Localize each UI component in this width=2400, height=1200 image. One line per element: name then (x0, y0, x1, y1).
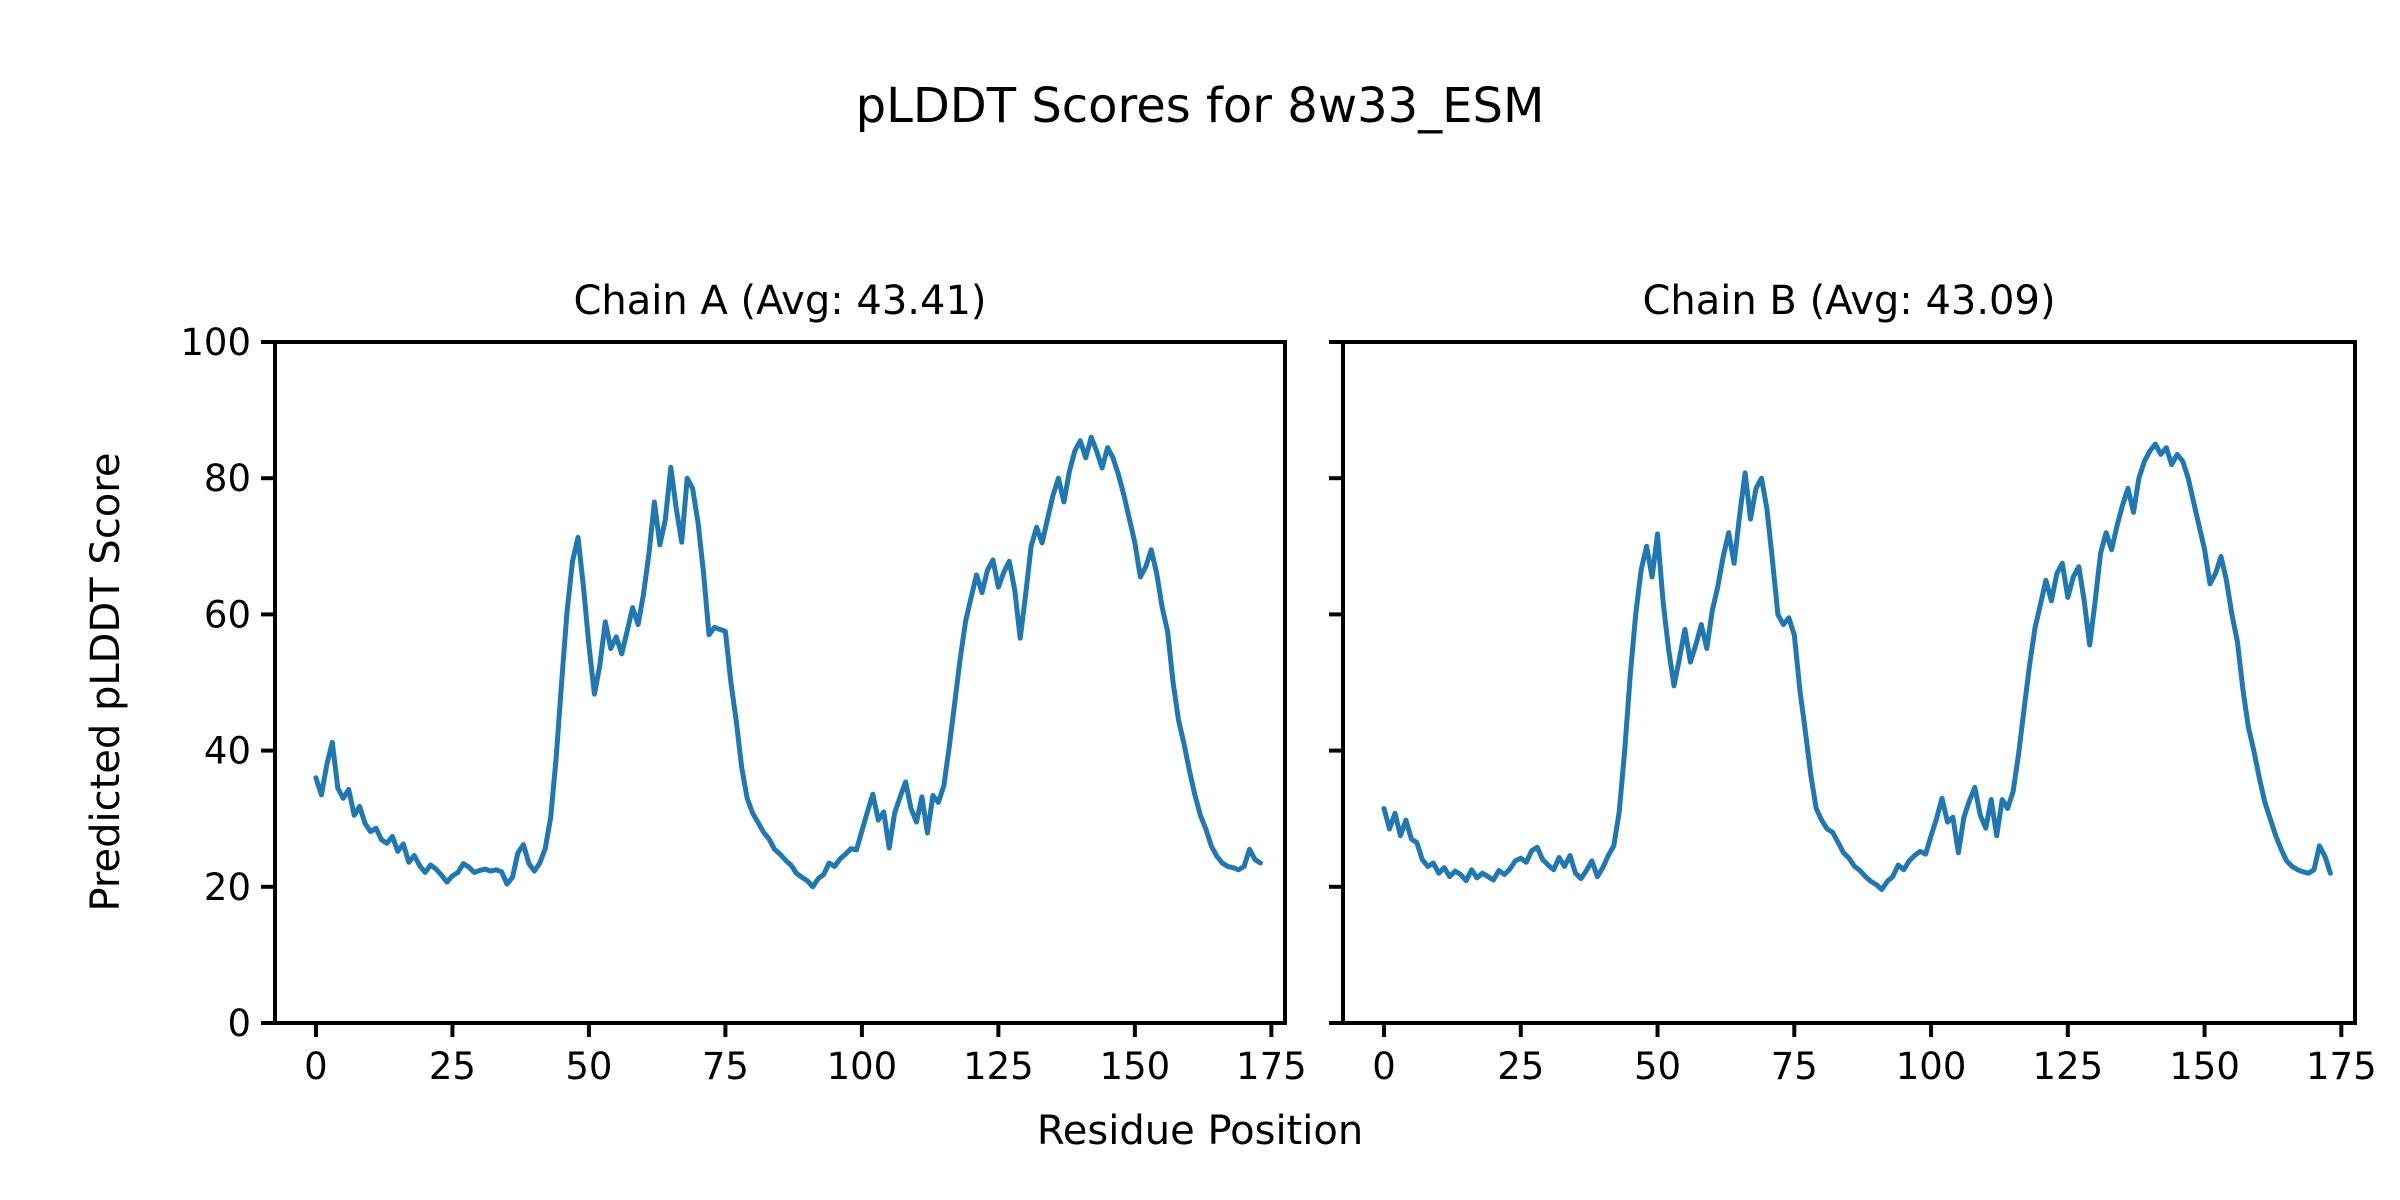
x-tick-label: 50 (1634, 1045, 1681, 1088)
x-tick-label: 150 (1100, 1045, 1171, 1088)
subplot-title-chain-b: Chain B (Avg: 43.09) (1642, 278, 2056, 324)
plot-line-chain-a (313, 434, 1263, 890)
x-tick-label: 100 (827, 1045, 898, 1088)
x-tick-label: 125 (2032, 1045, 2103, 1088)
y-tick-label: 100 (180, 321, 251, 364)
x-tick-label: 25 (429, 1045, 476, 1088)
x-tick-label: 100 (1896, 1045, 1967, 1088)
x-tick-label: 50 (565, 1045, 612, 1088)
x-axis-label: Residue Position (1036, 1108, 1364, 1154)
x-tick-label: 175 (2306, 1045, 2377, 1088)
x-tick-label: 0 (304, 1045, 328, 1088)
axes-frame (1341, 340, 2357, 1025)
subplot-title-chain-a: Chain A (Avg: 43.41) (573, 278, 987, 324)
y-tick-label: 40 (204, 730, 251, 773)
x-tick-label: 150 (2169, 1045, 2240, 1088)
x-tick-label: 75 (702, 1045, 749, 1088)
y-tick-label: 60 (204, 593, 251, 636)
x-tick-label: 75 (1771, 1045, 1818, 1088)
figure-title: pLDDT Scores for 8w33_ESM (855, 78, 1545, 134)
x-tick-label: 0 (1372, 1045, 1396, 1088)
y-tick-label: 0 (227, 1002, 251, 1045)
y-axis-label: Predicted pLDDT Score (83, 452, 129, 912)
plot-line-chain-b (1381, 441, 2333, 892)
x-tick-label: 25 (1497, 1045, 1544, 1088)
x-tick-label: 175 (1236, 1045, 1307, 1088)
x-tick-label: 125 (963, 1045, 1034, 1088)
y-tick-label: 20 (204, 866, 251, 909)
y-tick-label: 80 (204, 457, 251, 500)
axes-frame (273, 340, 1287, 1025)
